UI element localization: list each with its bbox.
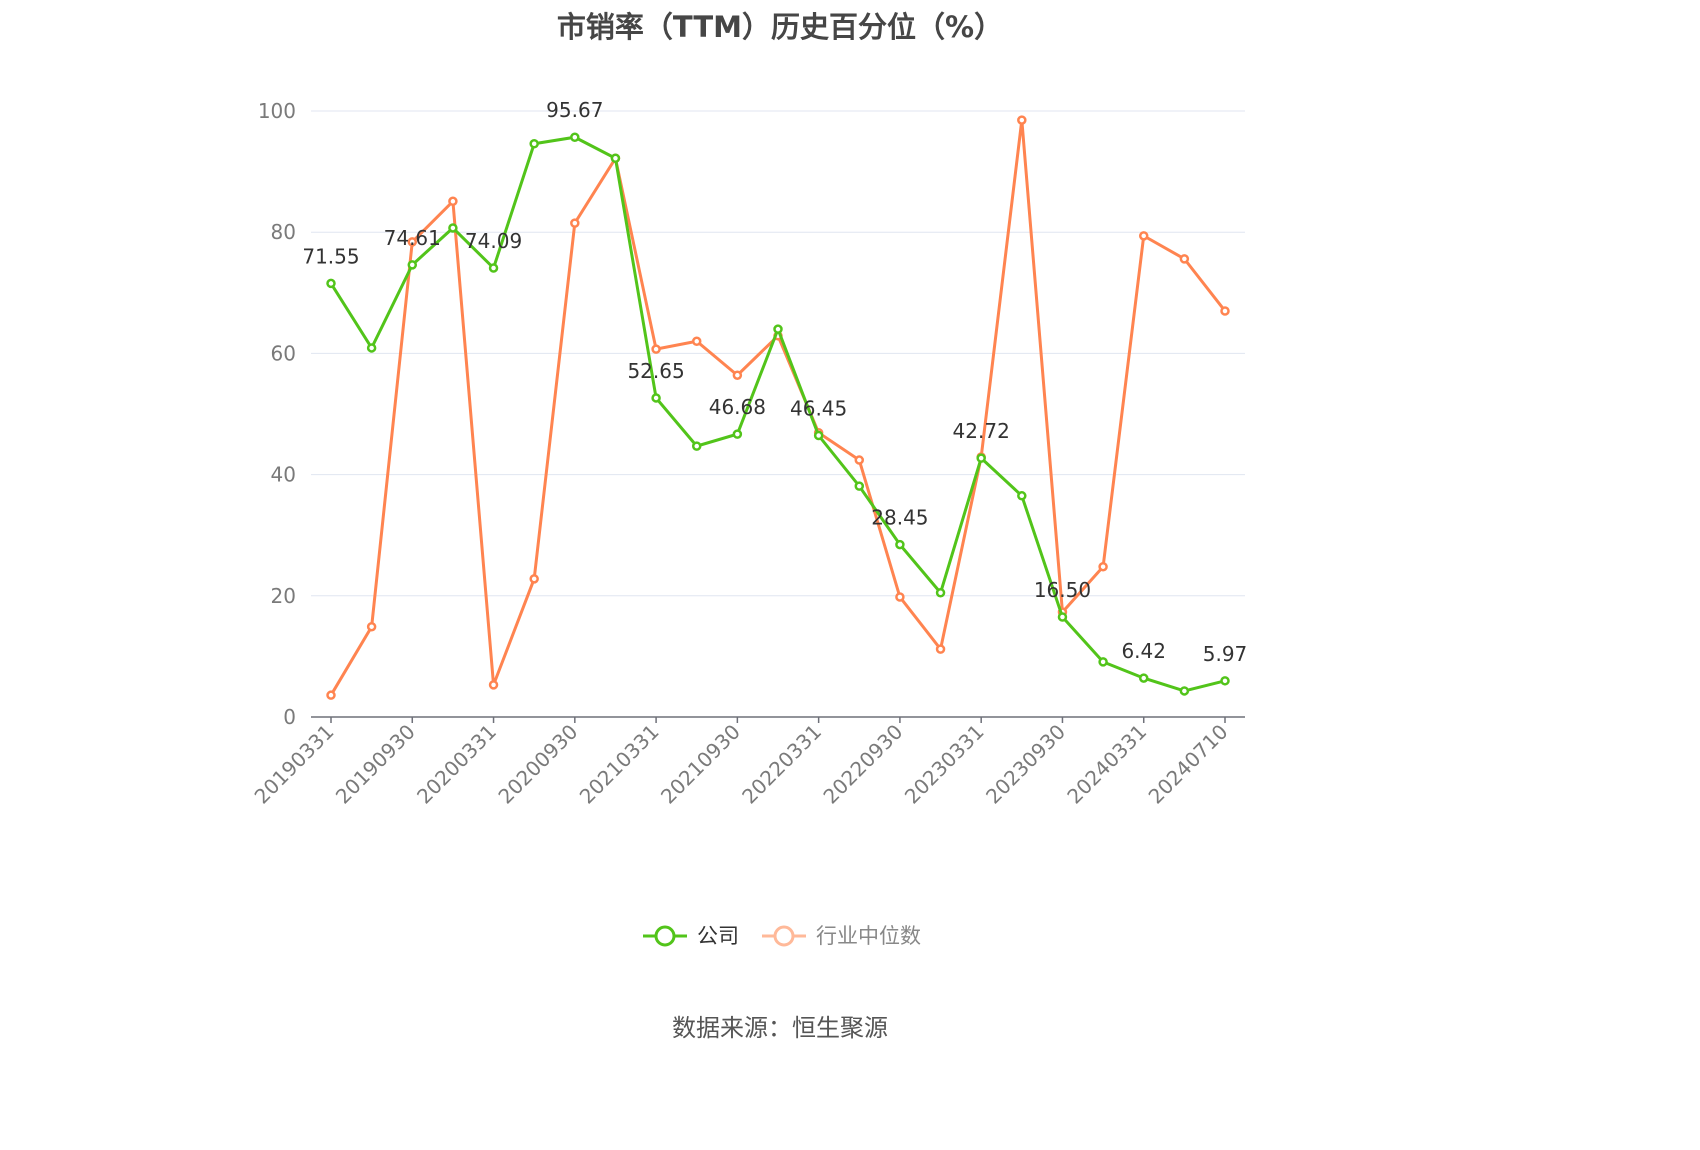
y-tick-label: 0 [283, 705, 296, 729]
data-point [895, 592, 905, 602]
data-point [935, 588, 946, 598]
data-point [488, 680, 499, 690]
data-point [1179, 686, 1190, 696]
data-point [366, 621, 377, 632]
data-point [854, 455, 865, 465]
data-point [732, 370, 743, 380]
legend-label-0: 公司 [697, 924, 739, 948]
x-tick-label: 20190331 [250, 720, 339, 809]
data-point [651, 393, 661, 403]
x-tick-label: 20210930 [656, 720, 745, 809]
x-tick-label: 20240710 [1144, 720, 1233, 809]
x-tick-label: 20190930 [331, 720, 420, 809]
x-tick-label: 20230331 [900, 720, 989, 809]
data-source: 数据来源：恒生聚源 [672, 1014, 888, 1042]
legend-marker-0 [654, 925, 676, 947]
y-tick-label: 60 [271, 341, 296, 365]
data-point [326, 690, 336, 700]
data-point [1179, 254, 1190, 264]
legend-label-1: 行业中位数 [816, 924, 921, 948]
data-point [895, 539, 905, 550]
data-label: 42.72 [953, 419, 1010, 443]
data-point [1017, 115, 1027, 125]
x-tick-label: 20230930 [981, 720, 1070, 809]
x-tick-label: 20220930 [818, 720, 907, 809]
data-point [326, 278, 336, 289]
data-point [935, 644, 946, 654]
data-point [1057, 612, 1068, 622]
data-label: 46.68 [709, 395, 766, 419]
data-label: 28.45 [871, 506, 928, 530]
data-point [813, 430, 824, 441]
data-point [1138, 231, 1149, 241]
data-label: 16.50 [1034, 578, 1091, 602]
data-point [691, 336, 702, 347]
data-label: 71.55 [302, 244, 359, 268]
data-label: 6.42 [1121, 639, 1166, 663]
data-point [1220, 676, 1230, 686]
data-label: 46.45 [790, 397, 847, 421]
x-tick-label: 20200930 [493, 720, 582, 809]
series-line-0 [329, 135, 1226, 693]
data-point [529, 138, 539, 149]
data-point [1138, 673, 1149, 683]
data-point [773, 324, 783, 334]
data-point [529, 574, 539, 584]
data-label: 74.09 [465, 229, 522, 253]
x-tick-label: 20210331 [575, 720, 664, 809]
data-point [570, 132, 580, 142]
chart-title: 市销率（TTM）历史百分位（%） [556, 10, 1004, 44]
x-tick-label: 20200331 [412, 720, 501, 809]
data-point [732, 429, 743, 439]
data-point [1220, 306, 1230, 316]
data-point [448, 223, 458, 233]
data-point [366, 343, 377, 353]
data-point [651, 344, 661, 354]
y-tick-label: 20 [271, 584, 296, 608]
data-point [1098, 561, 1108, 572]
series-line-1 [329, 119, 1227, 696]
legend-marker-1 [773, 925, 795, 947]
data-label: 5.97 [1203, 642, 1248, 666]
x-tick-label: 20220331 [737, 720, 826, 809]
data-point [1098, 657, 1108, 667]
data-point [1017, 491, 1027, 501]
data-point [691, 441, 702, 451]
data-point [407, 237, 418, 247]
data-point [976, 453, 986, 463]
data-point [854, 481, 865, 491]
data-point [610, 153, 621, 164]
data-point [407, 260, 418, 270]
x-tick-label: 20240331 [1062, 720, 1151, 809]
data-point [570, 218, 580, 228]
data-label: 74.61 [384, 226, 441, 250]
data-point [488, 263, 499, 273]
data-point [448, 196, 458, 207]
y-tick-label: 80 [271, 220, 296, 244]
data-label: 95.67 [546, 98, 603, 122]
y-tick-label: 40 [271, 463, 296, 487]
y-tick-label: 100 [258, 99, 296, 123]
data-label: 52.65 [627, 359, 684, 383]
